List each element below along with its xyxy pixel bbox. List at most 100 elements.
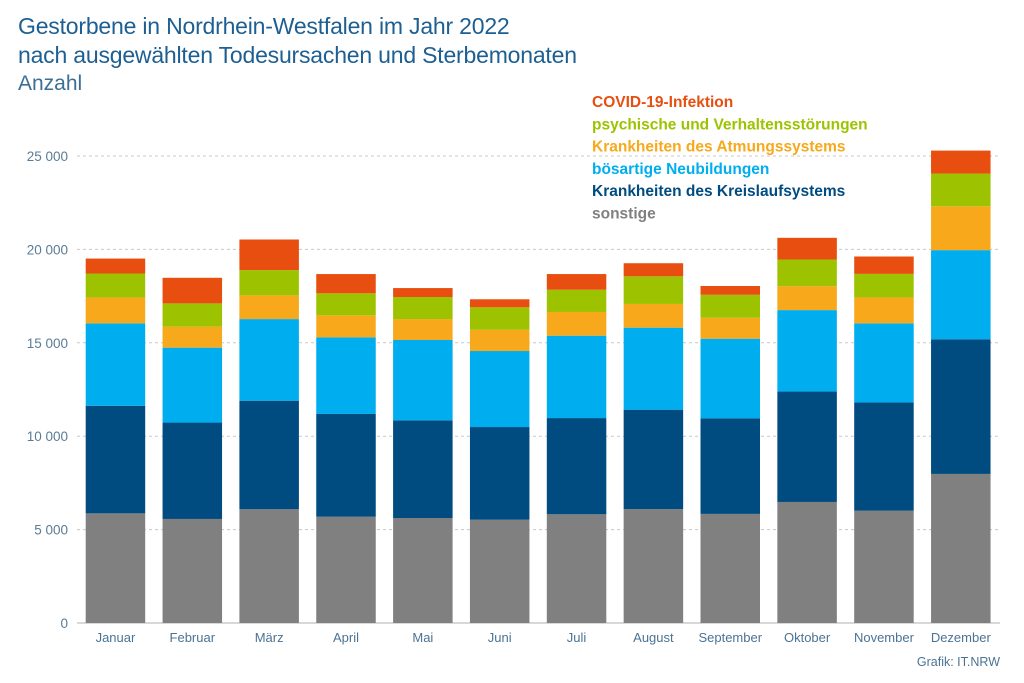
y-tick-label: 0 xyxy=(60,616,68,631)
y-axis: 0 5 000 10 000 15 000 20 000 25 000 xyxy=(27,149,68,631)
bar-stack-september xyxy=(700,286,760,623)
x-tick-label: März xyxy=(255,630,284,645)
legend-item: psychische und Verhaltensstörungen xyxy=(592,116,868,133)
bar-segment xyxy=(393,288,453,298)
bar-segment xyxy=(85,323,146,406)
bar-stack-juli xyxy=(546,274,607,623)
bar-stack-november xyxy=(854,256,914,623)
bar-segment xyxy=(777,501,837,623)
legend-item: sonstige xyxy=(592,206,656,223)
bar-segment xyxy=(854,256,914,274)
bar-segment xyxy=(700,317,760,339)
bar-segment xyxy=(162,326,223,348)
bar-segment xyxy=(700,294,760,318)
chart-title-line-1: Gestorbene in Nordrhein-Westfalen im Jah… xyxy=(18,13,510,39)
bar-stack-juni xyxy=(469,299,530,623)
x-tick-label: April xyxy=(333,630,359,645)
bar-stack-märz xyxy=(239,239,299,623)
legend-item: Krankheiten des Kreislaufsystems xyxy=(592,183,845,200)
x-tick-label: August xyxy=(633,630,674,645)
bar-segment xyxy=(393,518,453,623)
gridlines xyxy=(77,155,1000,624)
bar-segment xyxy=(931,150,991,174)
bar-segment xyxy=(546,335,607,419)
bar-segment xyxy=(393,319,453,340)
x-tick-label: Mai xyxy=(412,630,433,645)
chart-title-line-2: nach ausgewählten Todesursachen und Ster… xyxy=(18,42,577,68)
bar-segment xyxy=(85,513,146,623)
x-tick-label: November xyxy=(854,630,915,645)
bar-segment xyxy=(239,295,299,320)
bar-segment xyxy=(700,286,760,295)
bar-segment xyxy=(931,206,991,251)
x-axis: Januar Februar März April Mai Juni Juli August S… xyxy=(96,630,992,645)
bar-segment xyxy=(316,274,376,294)
bar-segment xyxy=(162,422,223,519)
bar-segment xyxy=(854,510,914,623)
bar-segment xyxy=(623,327,684,410)
legend-item: Krankheiten des Atmungssystems xyxy=(592,139,846,156)
bar-segment xyxy=(700,418,760,514)
bar-segment xyxy=(623,276,684,304)
bar-segment xyxy=(777,259,837,287)
legend: COVID-19-Infektion psychische und Verhalt… xyxy=(592,94,868,223)
bar-segment xyxy=(854,273,914,298)
y-tick-label: 10 000 xyxy=(27,429,68,444)
bar-segment xyxy=(469,351,530,428)
bar-segment xyxy=(777,310,837,392)
bar-stack-oktober xyxy=(777,237,837,623)
x-tick-label: Juli xyxy=(567,630,587,645)
bar-segment xyxy=(469,299,530,308)
bar-stack-dezember xyxy=(931,150,991,623)
bar-segment xyxy=(931,173,991,207)
bar-segment xyxy=(623,263,684,277)
bar-segment xyxy=(162,518,223,623)
bar-segment xyxy=(393,339,453,421)
bar-segment xyxy=(854,297,914,324)
bar-segment xyxy=(931,473,991,623)
bar-segment xyxy=(469,519,530,623)
bar-segment xyxy=(623,409,684,510)
x-tick-label: Oktober xyxy=(784,630,831,645)
bar-segment xyxy=(854,323,914,403)
bar-segment xyxy=(546,274,607,290)
x-tick-label: Juni xyxy=(488,630,512,645)
bar-segment xyxy=(623,303,684,328)
bar-segment xyxy=(162,303,223,327)
bar-segment xyxy=(316,315,376,338)
legend-item: COVID-19-Infektion xyxy=(592,94,733,111)
bar-segment xyxy=(316,293,376,316)
bar-segment xyxy=(623,509,684,623)
bar-stack-mai xyxy=(393,288,453,623)
bar-segment xyxy=(393,420,453,519)
bar-segment xyxy=(700,338,760,419)
bar-segment xyxy=(777,391,837,502)
bar-segment xyxy=(854,402,914,511)
y-tick-label: 20 000 xyxy=(27,242,68,257)
bar-segment xyxy=(239,239,299,271)
bar-segment xyxy=(85,273,146,298)
source-credit: Grafik: IT.NRW xyxy=(917,655,1000,669)
bar-segment xyxy=(239,400,299,510)
x-tick-label: Dezember xyxy=(931,630,992,645)
bar-segment xyxy=(85,405,146,514)
bar-segment xyxy=(162,277,223,304)
bar-segment xyxy=(777,286,837,311)
bar-segment xyxy=(546,418,607,515)
y-tick-label: 25 000 xyxy=(27,149,68,164)
y-tick-label: 5 000 xyxy=(34,523,68,538)
bar-stack-januar xyxy=(85,258,146,623)
bar-segment xyxy=(239,509,299,623)
legend-item: bösartige Neubildungen xyxy=(592,161,769,178)
bar-segment xyxy=(239,270,299,296)
bar-segment xyxy=(85,297,146,324)
bar-segment xyxy=(546,289,607,312)
bar-segment xyxy=(469,329,530,352)
bar-stack-april xyxy=(316,274,376,623)
chart-title: Gestorbene in Nordrhein-Westfalen im Jah… xyxy=(18,12,577,70)
bar-segment xyxy=(316,337,376,414)
bar-segment xyxy=(85,258,146,274)
y-tick-label: 15 000 xyxy=(27,336,68,351)
bars xyxy=(85,150,991,623)
